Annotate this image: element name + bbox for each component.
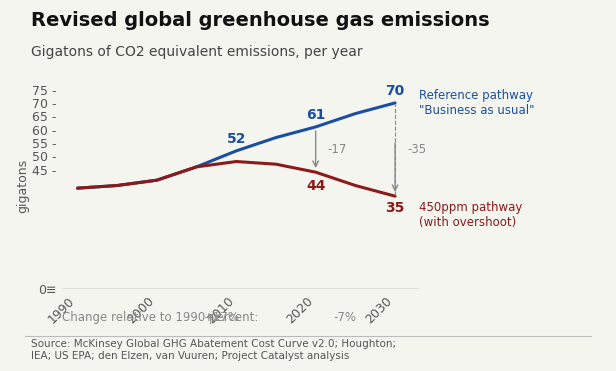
Text: Gigatons of CO2 equivalent emissions, per year: Gigatons of CO2 equivalent emissions, pe… xyxy=(31,45,362,59)
Text: 35: 35 xyxy=(386,201,405,216)
Text: -7%: -7% xyxy=(333,311,357,324)
Text: Revised global greenhouse gas emissions: Revised global greenhouse gas emissions xyxy=(31,11,490,30)
Text: 70: 70 xyxy=(386,83,405,98)
Text: +17%: +17% xyxy=(204,311,240,324)
Text: 450ppm pathway
(with overshoot): 450ppm pathway (with overshoot) xyxy=(419,201,522,230)
Text: Source: McKinsey Global GHG Abatement Cost Curve v2.0; Houghton;
IEA; US EPA; de: Source: McKinsey Global GHG Abatement Co… xyxy=(31,339,396,361)
Text: 52: 52 xyxy=(227,132,246,145)
Text: Change relative to 1990 percent:: Change relative to 1990 percent: xyxy=(62,311,258,324)
Y-axis label: gigatons: gigatons xyxy=(17,158,30,213)
Text: 44: 44 xyxy=(306,179,325,193)
Text: 61: 61 xyxy=(306,108,325,122)
Text: -35: -35 xyxy=(407,143,426,156)
Text: Reference pathway
"Business as usual": Reference pathway "Business as usual" xyxy=(419,89,535,117)
Text: -17: -17 xyxy=(328,143,347,156)
